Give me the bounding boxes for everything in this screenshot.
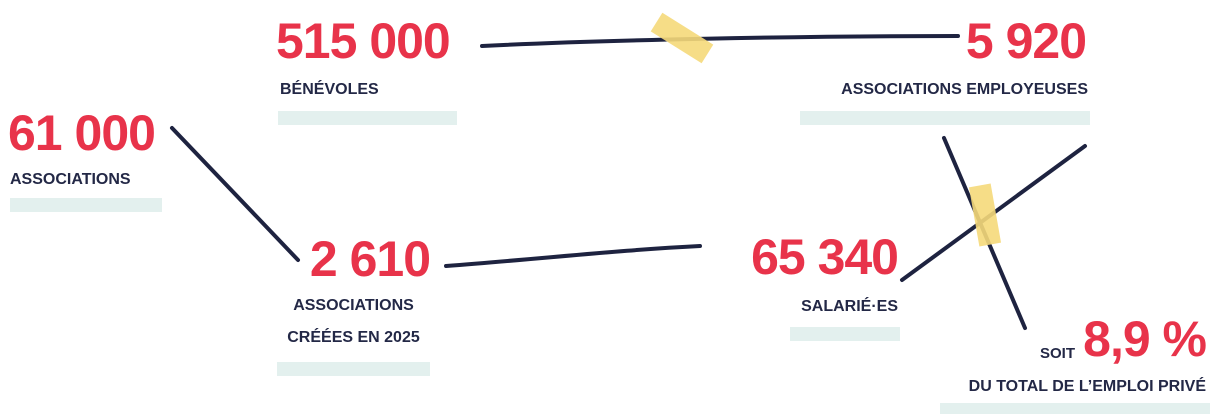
connector <box>480 34 960 48</box>
tape <box>650 12 714 64</box>
label-underline <box>10 198 162 212</box>
stat-value: 65 340 <box>751 229 899 285</box>
label-underline <box>278 111 457 125</box>
share-value: 8,9 % <box>1083 311 1207 367</box>
share-label: DU TOTAL DE L’EMPLOI PRIVÉ <box>968 378 1206 395</box>
label-underline <box>790 327 900 341</box>
stat-value: 2 610 <box>309 231 431 287</box>
connector <box>444 244 702 268</box>
stat-value: 515 000 <box>276 13 451 69</box>
label-underline <box>800 111 1090 125</box>
tape <box>968 183 1002 247</box>
share-prefix: SOIT <box>1040 345 1076 362</box>
label-underline <box>277 362 430 376</box>
stat-label: ASSOCIATIONS EMPLOYEUSES <box>841 81 1088 98</box>
stat-label: ASSOCIATIONS <box>10 171 131 188</box>
stat-label: ASSOCIATIONS <box>293 297 414 314</box>
stat-label: SALARIÉ·ES <box>801 298 898 315</box>
stat-value: 61 000 <box>8 105 156 161</box>
stat-label: CRÉÉES EN 2025 <box>287 329 420 346</box>
stat-label: BÉNÉVOLES <box>280 81 379 98</box>
connector <box>170 126 300 262</box>
label-underline <box>940 403 1210 414</box>
stat-value: 5 920 <box>965 13 1087 69</box>
